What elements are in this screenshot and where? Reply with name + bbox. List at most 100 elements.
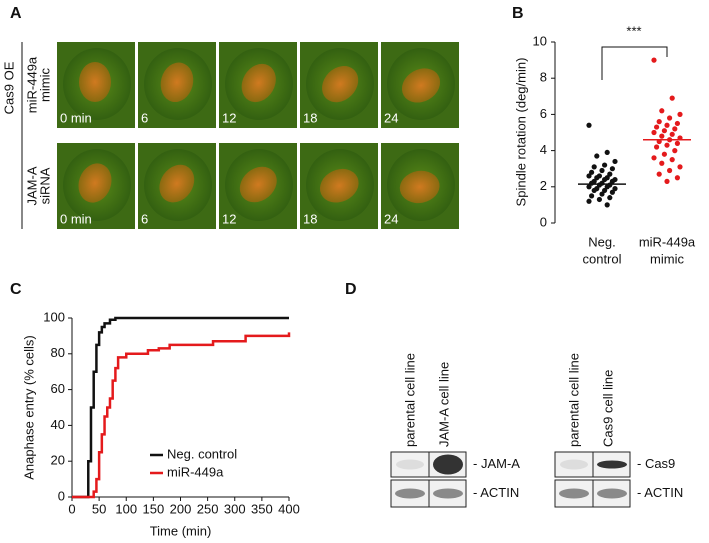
- lane-label: Cas9 cell line: [600, 370, 615, 447]
- nucleus: [159, 164, 195, 203]
- point: [669, 157, 675, 163]
- x-tick-label: 350: [251, 501, 273, 516]
- x-tick-label: 200: [170, 501, 192, 516]
- time-label: 18: [303, 110, 317, 125]
- nucleus: [399, 170, 440, 204]
- group-label: Cas9 OE: [1, 61, 16, 114]
- point: [672, 126, 678, 132]
- point: [669, 131, 675, 137]
- point: [607, 171, 613, 177]
- point: [664, 122, 670, 128]
- time-label: 0 min: [60, 110, 92, 125]
- y-tick-label: 20: [51, 453, 65, 468]
- point: [674, 175, 681, 181]
- time-label: 24: [384, 211, 398, 226]
- point: [677, 111, 683, 117]
- point: [599, 191, 605, 197]
- point: [609, 178, 616, 184]
- point: [607, 195, 613, 201]
- band: [396, 459, 424, 470]
- nucleus: [322, 66, 359, 103]
- point: [659, 133, 665, 139]
- y-tick-label: 100: [43, 309, 65, 324]
- x-tick-label: 0: [68, 501, 75, 516]
- x-tick-label: 50: [92, 501, 106, 516]
- row-label: mimic: [37, 68, 52, 102]
- row-label: siRNA: [37, 167, 52, 204]
- point: [667, 115, 673, 121]
- time-label: 6: [141, 110, 148, 125]
- point: [604, 184, 610, 190]
- significance: ***: [626, 23, 641, 38]
- point: [667, 167, 673, 174]
- point: [594, 153, 600, 159]
- point: [604, 202, 610, 208]
- x-tick-label: 300: [224, 501, 246, 516]
- point: [651, 129, 657, 136]
- point: [664, 178, 670, 184]
- x-tick-label: miR-449a: [639, 234, 696, 249]
- y-tick-label: 8: [540, 70, 547, 85]
- point: [596, 196, 603, 203]
- nucleus: [241, 63, 276, 103]
- row-label: miR-449a: [24, 56, 39, 113]
- point: [651, 57, 657, 63]
- point: [586, 198, 592, 204]
- panel-label: C: [10, 281, 22, 298]
- x-tick-label: mimic: [650, 251, 684, 266]
- nucleus: [319, 168, 359, 203]
- band: [395, 488, 425, 499]
- point: [591, 164, 597, 170]
- significance-bracket: [601, 46, 668, 80]
- band-label: - Cas9: [637, 456, 675, 471]
- legend-label: Neg. control: [167, 446, 237, 461]
- point: [586, 184, 592, 190]
- panel-label: D: [345, 281, 357, 298]
- line: [72, 332, 291, 499]
- point: [661, 151, 668, 157]
- point: [654, 124, 660, 130]
- legend-label: miR-449a: [167, 464, 224, 479]
- point: [659, 108, 665, 114]
- x-tick-label: Neg.: [588, 234, 615, 249]
- point: [586, 122, 592, 128]
- point: [656, 171, 662, 177]
- row-label: JAM-A: [24, 166, 39, 205]
- point: [672, 148, 678, 154]
- lane-label: parental cell line: [402, 353, 417, 447]
- y-tick-label: 0: [58, 488, 65, 503]
- point: [591, 187, 597, 194]
- x-tick-label: 250: [197, 501, 219, 516]
- nucleus: [79, 62, 111, 102]
- point: [586, 173, 592, 179]
- point: [612, 186, 618, 192]
- time-label: 18: [303, 211, 317, 226]
- y-tick-label: 40: [51, 417, 65, 432]
- time-label: 0 min: [60, 211, 92, 226]
- band-label: - ACTIN: [473, 485, 519, 500]
- line: [72, 316, 289, 499]
- point: [602, 187, 608, 194]
- point: [677, 164, 683, 170]
- point: [594, 175, 600, 181]
- point: [609, 189, 616, 195]
- point: [656, 119, 662, 125]
- point: [664, 142, 670, 148]
- band: [433, 488, 463, 499]
- point: [609, 166, 616, 172]
- band-label: - JAM-A: [473, 456, 520, 471]
- point: [654, 144, 660, 150]
- y-tick-label: 60: [51, 381, 65, 396]
- y-tick-label: 10: [533, 33, 547, 48]
- y-axis-label: Anaphase entry (% cells): [21, 335, 36, 480]
- nucleus: [78, 163, 112, 203]
- band-label: - ACTIN: [637, 485, 683, 500]
- band: [560, 459, 588, 470]
- point: [674, 140, 681, 146]
- point: [602, 162, 608, 168]
- band: [559, 488, 589, 499]
- point: [669, 95, 675, 101]
- panel-label: A: [10, 5, 22, 22]
